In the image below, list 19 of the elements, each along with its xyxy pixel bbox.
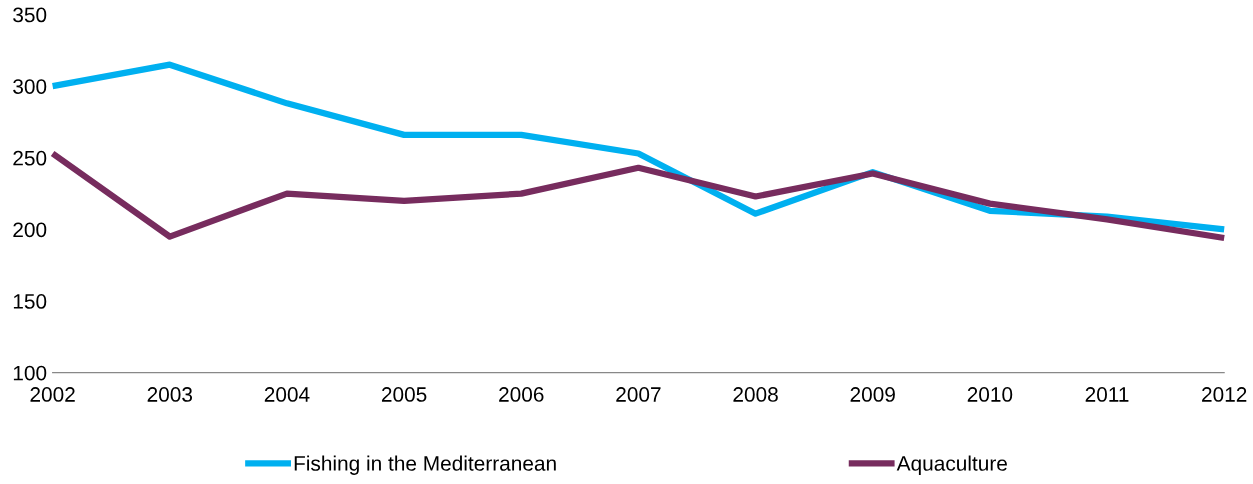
x-tick-label: 2002 xyxy=(30,387,75,402)
x-tick-label: 2011 xyxy=(1085,387,1129,402)
legend-label: Fishing in the Mediterranean xyxy=(294,455,556,475)
x-tick-label: 2004 xyxy=(264,387,310,402)
x-tick-label: 2009 xyxy=(850,387,895,402)
legend-label: Aquaculture xyxy=(896,455,1007,475)
x-tick-label: 2005 xyxy=(381,387,427,402)
y-tick-label: 200 xyxy=(13,222,47,238)
y-tick-label: 300 xyxy=(13,79,47,94)
x-tick-label: 2007 xyxy=(616,387,661,402)
y-tick-label: 250 xyxy=(13,150,47,166)
y-tick-label: 100 xyxy=(13,365,47,381)
x-tick-label: 2006 xyxy=(499,387,544,402)
x-tick-label: 2010 xyxy=(967,387,1013,402)
x-tick-label: 2012 xyxy=(1202,387,1247,402)
y-tick-label: 350 xyxy=(13,7,47,23)
y-tick-label: 150 xyxy=(13,294,47,309)
x-tick-label: 2008 xyxy=(733,387,778,402)
x-tick-label: 2003 xyxy=(147,387,193,402)
